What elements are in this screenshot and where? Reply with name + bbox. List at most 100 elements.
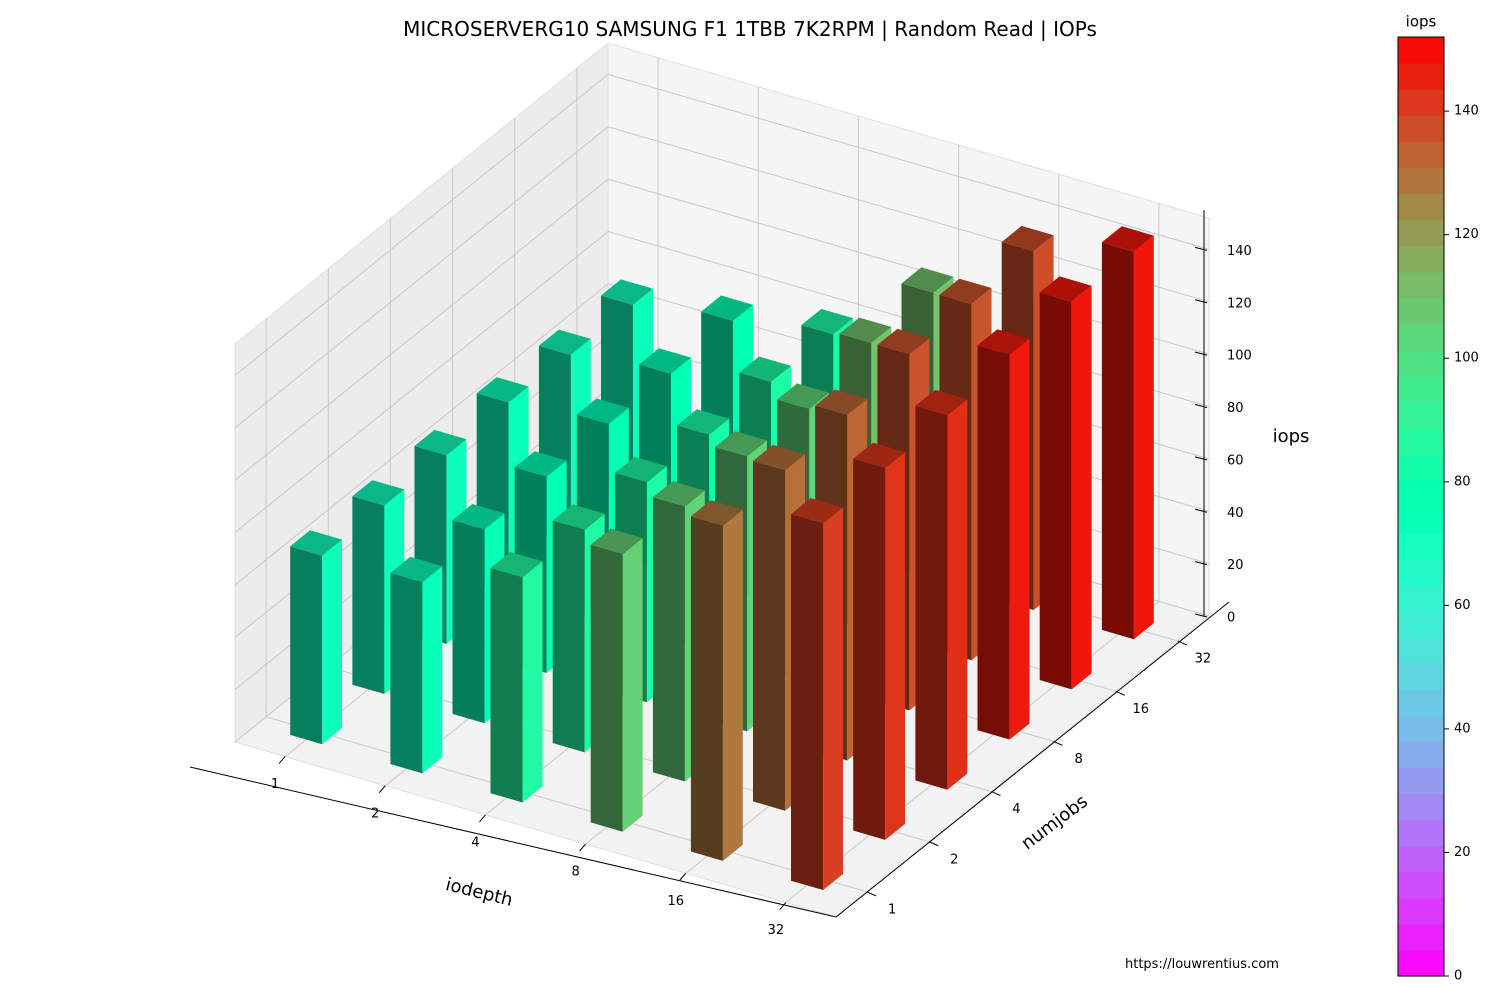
z-tick-label: 40 [1227, 506, 1244, 521]
bar-front-face [853, 458, 886, 840]
colorbar-segment [1398, 454, 1444, 482]
colorbar-segment [1398, 271, 1444, 299]
bar-side-face [322, 539, 343, 745]
colorbar-tick-label: 140 [1454, 104, 1479, 119]
colorbar-segment [1398, 297, 1444, 325]
bar-front-face [1101, 242, 1134, 640]
bar-front-face [352, 496, 385, 694]
bar-top-face [939, 278, 992, 305]
bar-front-face [652, 497, 685, 782]
bar-top-face [715, 431, 767, 457]
y-axis-label: numjobs [1018, 791, 1092, 854]
bar-top-face [452, 504, 505, 530]
y-tick-label: 16 [1132, 702, 1149, 717]
x-gridline [785, 203, 1160, 903]
x-tick-label: 8 [571, 865, 579, 880]
bar-front-face [552, 520, 585, 753]
y-tick [1115, 690, 1125, 696]
colorbar-tick-label: 0 [1454, 969, 1462, 984]
bar-side-face [1071, 285, 1092, 690]
bar-top-face [777, 383, 830, 409]
bar-front-face [452, 520, 485, 724]
bar-iodepth-2-numjobs-1 [390, 556, 443, 774]
colorbar-segment [1398, 741, 1444, 768]
bar-iodepth-32-numjobs-4 [915, 389, 968, 790]
z-tick [1194, 351, 1208, 356]
x-axis-label: iodepth [443, 874, 514, 911]
x-tick-label: 16 [667, 894, 684, 909]
bar-top-face [801, 309, 854, 335]
colorbar: 0 20 40 60 80 100 120 140 iops [1397, 13, 1479, 984]
z-tick [1194, 561, 1208, 566]
bar-front-face [390, 572, 423, 774]
bar-iodepth-32-numjobs-1 [791, 498, 843, 890]
z-gridline [234, 73, 1210, 376]
bar-top-face [901, 267, 954, 293]
bar-top-face [1001, 225, 1054, 252]
colorbar-segment [1398, 871, 1444, 899]
z-tick-label: 80 [1227, 401, 1244, 416]
colorbar-segment [1398, 323, 1444, 351]
colorbar-segment [1398, 480, 1444, 508]
colorbar-segment [1398, 584, 1444, 612]
x-tick [479, 814, 486, 823]
bar-side-face [1009, 338, 1030, 740]
bar-top-face [390, 556, 443, 583]
bar-side-face [422, 566, 443, 774]
bar-top-face [915, 389, 968, 416]
bar-top-face [701, 295, 754, 321]
colorbar-segment [1398, 115, 1444, 142]
bar-top-face [877, 328, 930, 355]
colorbar-segment [1398, 845, 1444, 873]
colorbar-segment [1398, 506, 1444, 534]
z-tick [1194, 613, 1208, 618]
z-tick [1194, 299, 1208, 304]
colorbar-segment [1398, 89, 1444, 116]
x-tick [679, 872, 687, 881]
bar-side-face [1133, 235, 1154, 640]
bar-top-face [352, 480, 405, 506]
colorbar-segment [1398, 663, 1444, 690]
bar-top-face [490, 552, 543, 578]
y-tick-label: 4 [1012, 802, 1020, 817]
y-tick [929, 841, 939, 847]
colorbar-segment [1398, 897, 1444, 925]
y-tick [1177, 640, 1188, 646]
bars [290, 225, 1154, 890]
colorbar-segment [1398, 245, 1444, 273]
bar-top-face [791, 498, 843, 524]
bar-top-face [414, 429, 467, 456]
bar-iodepth-32-numjobs-16 [1039, 276, 1092, 690]
colorbar-segment [1398, 610, 1444, 638]
bar-top-face [614, 456, 667, 483]
colorbar-segment [1398, 819, 1444, 847]
bar-iodepth-8-numjobs-1 [590, 528, 643, 832]
bar-side-face [622, 538, 643, 832]
colorbar-tick-label: 20 [1454, 845, 1471, 860]
bar-iodepth-32-numjobs-2 [853, 442, 906, 840]
y-axis-ticks: 1 2 4 8 16 32 [866, 640, 1211, 917]
x-tick-label: 2 [371, 806, 379, 821]
colorbar-segment [1398, 949, 1444, 977]
colorbar-frame [1397, 36, 1445, 977]
x-tick-label: 4 [471, 835, 479, 850]
z-tick-label: 100 [1227, 349, 1252, 364]
bar-top-face [476, 377, 529, 403]
bar-front-face [290, 546, 323, 745]
bar-top-face [677, 409, 729, 435]
colorbar-segment [1398, 376, 1444, 403]
y-gridline [265, 318, 868, 893]
bar-iodepth-4-numjobs-1 [490, 552, 543, 803]
x-axis-ticks: 1 2 4 8 16 32 [271, 756, 787, 938]
bar-top-face [639, 348, 691, 374]
source-url: https://louwrentius.com [1125, 957, 1279, 972]
bar-side-face [885, 452, 906, 840]
colorbar-tick-label: 40 [1454, 721, 1471, 736]
z-tick-label: 20 [1227, 558, 1244, 573]
x-tick [378, 785, 386, 794]
x-tick-label: 1 [271, 777, 279, 792]
bar-top-face [590, 528, 643, 555]
colorbar-segment [1398, 63, 1444, 90]
